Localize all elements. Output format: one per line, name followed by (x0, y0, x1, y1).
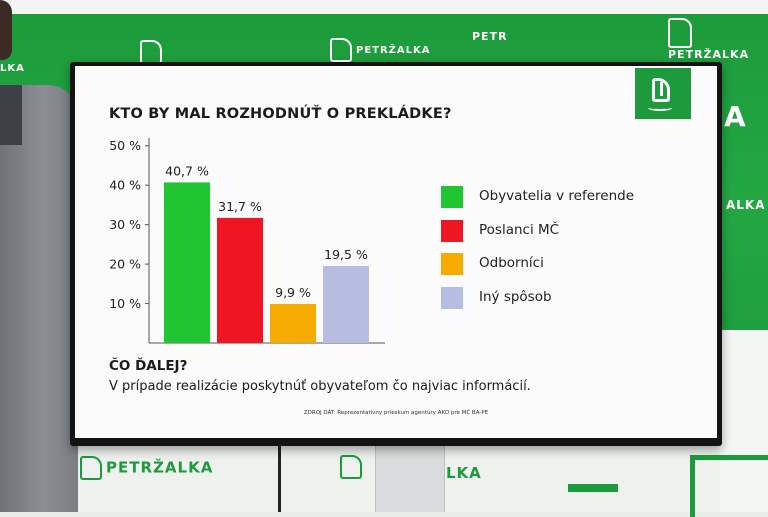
backdrop-fragment-left: LKA (0, 63, 25, 74)
backdrop-fragment-alka: ALKA (726, 198, 766, 212)
y-tick-label: 30 % (109, 217, 141, 232)
legend-item-poslanci: Poslanci MČ (441, 219, 701, 242)
legend-swatch (441, 253, 463, 275)
petrzalka-logo-icon (330, 38, 352, 62)
backdrop-fragment-text: LKA (446, 464, 482, 482)
y-tick-label: 20 % (109, 257, 141, 272)
backdrop-brand-text: PETRŽALKA (668, 48, 750, 61)
backdrop-brand-text: PETRŽALKA (106, 458, 214, 477)
petrzalka-logo-icon (652, 78, 670, 102)
bar-1 (164, 182, 210, 343)
backdrop-logo-bottom-mid (340, 455, 366, 479)
bar-value-label: 9,9 % (275, 285, 311, 300)
legend-item-iny-sposob: Iný spôsob (441, 286, 701, 309)
bar-3 (270, 303, 316, 343)
corner-logo (635, 68, 691, 119)
legend-item-obyvatelia: Obyvatelia v referende (441, 186, 701, 208)
legend-label: Iný spôsob (479, 288, 552, 305)
legend-item-odbornici: Odborníci (441, 253, 701, 275)
bar-4 (323, 266, 369, 343)
logo-bar (660, 82, 663, 96)
green-dash-decoration (568, 484, 618, 492)
backdrop-fragment-text: A (724, 100, 747, 133)
petrzalka-logo-icon (340, 455, 362, 479)
backdrop-logo-1 (140, 40, 166, 64)
legend-swatch (441, 286, 463, 309)
bar-value-label: 40,7 % (165, 163, 209, 178)
backdrop-logo-bottom-right: LKA (446, 464, 482, 482)
tv-monitor: KTO BY MAL ROZHODNÚŤ O PREKLÁDKE? 10 % 20… (70, 62, 722, 446)
bar-value-label: 19,5 % (324, 247, 368, 262)
y-tick-label: 40 % (109, 178, 141, 193)
legend-swatch (441, 186, 463, 208)
bar-chart: 10 % 20 % 30 % 40 % 50 % 40,7 % 31,7 % 9,9 % 19,… (109, 137, 385, 344)
wall-top-strip (0, 0, 768, 14)
backdrop-fragment-petr: PETR (472, 30, 508, 43)
backdrop-fragment-text: LKA (0, 63, 25, 74)
chart-legend: Obyvatelia v referende Poslanci MČ Odbor… (441, 186, 701, 320)
y-tick-label: 50 % (109, 138, 141, 153)
petrzalka-logo-icon (80, 456, 102, 480)
backdrop-fragment-text: ALKA (726, 198, 766, 212)
backdrop-fragment-a: A (724, 100, 747, 133)
slide-title: KTO BY MAL ROZHODNÚŤ O PREKLÁDKE? (109, 106, 452, 122)
backdrop-logo-3: PETRŽALKA (668, 18, 768, 61)
wall-right-panel (720, 330, 768, 512)
y-tick-label: 10 % (109, 296, 141, 311)
tv-stand (375, 440, 445, 512)
presenter-shirt (0, 85, 22, 145)
bar-2 (217, 217, 263, 343)
green-frame-decoration (690, 455, 768, 517)
backdrop-fragment-text: PETR (472, 30, 508, 43)
backdrop-brand-text: PETRŽALKA (356, 45, 431, 56)
petrzalka-logo-icon (668, 18, 692, 48)
legend-label: Poslanci MČ (479, 221, 560, 238)
tv-cable (278, 440, 281, 512)
logo-wave-icon (648, 105, 672, 111)
legend-label: Obyvatelia v referende (479, 188, 634, 204)
presenter-figure (0, 85, 78, 512)
next-steps-heading: ČO ĎALEJ? (109, 358, 188, 374)
petrzalka-logo-icon (140, 40, 162, 64)
presenter-head (0, 0, 12, 60)
backdrop-logo-bottom-left: PETRŽALKA (80, 456, 213, 480)
bar-value-label: 31,7 % (218, 199, 262, 214)
next-steps-text: V prípade realizácie poskytnúť obyvateľo… (109, 379, 531, 394)
legend-swatch (441, 219, 463, 242)
backdrop-logo-2: PETRŽALKA (330, 38, 431, 62)
presentation-slide: KTO BY MAL ROZHODNÚŤ O PREKLÁDKE? 10 % 20… (75, 66, 717, 438)
legend-label: Odborníci (479, 255, 544, 271)
data-source-note: ZDROJ DÁT: Reprezentatívny prieskum agen… (303, 410, 489, 416)
